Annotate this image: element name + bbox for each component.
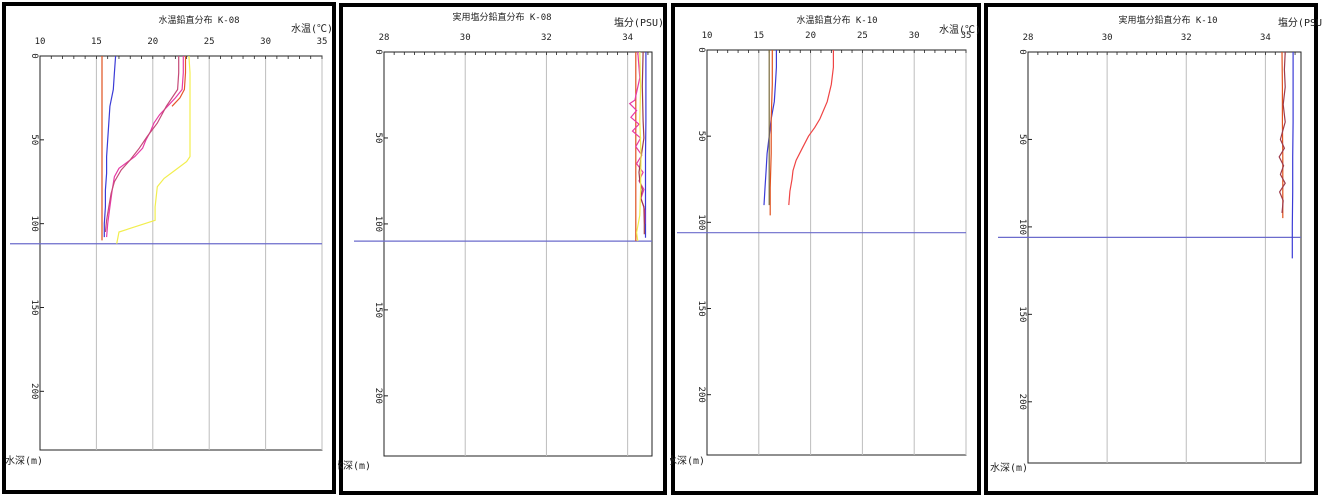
chart-panel-k08-temperature: 水温鉛直分布 K-08 水温(℃) 10 15 20 25 30 35 0 50 100 150 200… xyxy=(0,0,338,497)
y-tick-label: 0 xyxy=(29,53,39,58)
profile-line xyxy=(171,56,187,107)
x-tick-label: 35 xyxy=(961,31,972,41)
profile-line xyxy=(1281,51,1284,219)
chart-panel-k08-salinity: 実用塩分鉛直分布 K-08 塩分(PSU) 28 30 32 34 0 50 100 150 200… xyxy=(338,0,670,497)
chart-svg: 実用塩分鉛直分布 K-10 塩分(PSU) 28 30 32 34 0 50 100 150 200… xyxy=(984,3,1322,495)
x-tick-label: 34 xyxy=(1260,33,1271,43)
chart-svg: 水温鉛直分布 K-10 水温(℃) 10 15 20 25 30 35 0 50 100 150 200… xyxy=(670,3,981,495)
panel-frame xyxy=(984,3,1318,495)
x-tick-label: 28 xyxy=(379,33,390,43)
chart-title: 水温鉛直分布 K-08 xyxy=(158,14,239,26)
y-tick-label: 100 xyxy=(696,214,706,230)
x-tick-label: 30 xyxy=(260,37,271,47)
chart-panel-k10-temperature: 水温鉛直分布 K-10 水温(℃) 10 15 20 25 30 35 0 50 100 150 200… xyxy=(670,0,983,497)
y-tick-label: 150 xyxy=(1017,306,1027,322)
y-tick-label: 200 xyxy=(373,388,383,404)
y-tick-label: 150 xyxy=(373,302,383,318)
plot-area xyxy=(1027,51,1302,464)
x-tick-label: 30 xyxy=(909,31,920,41)
x-tick-label: 15 xyxy=(91,37,102,47)
y-tick-label: 50 xyxy=(29,134,39,145)
y-tick-label: 50 xyxy=(1017,134,1027,145)
profile-line xyxy=(788,50,834,206)
x-tick-label: 34 xyxy=(622,33,633,43)
profile-line xyxy=(116,55,191,244)
x-tick-label: 10 xyxy=(702,31,713,41)
profile-line xyxy=(635,51,642,242)
y-tick-label: 100 xyxy=(373,216,383,232)
panel-frame xyxy=(339,3,667,495)
x-tick-label: 20 xyxy=(147,37,158,47)
y-tick-label: 200 xyxy=(1017,394,1027,410)
panel-frame xyxy=(2,2,336,494)
profile-line xyxy=(103,55,117,238)
y-tick-label: 150 xyxy=(696,300,706,316)
y-axis-label: 水深(m) xyxy=(990,462,1028,474)
y-tick-label: 50 xyxy=(373,133,383,144)
chart-panel-k10-salinity: 実用塩分鉛直分布 K-10 塩分(PSU) 28 30 32 34 0 50 100 150 200… xyxy=(983,0,1322,497)
chart-title: 水温鉛直分布 K-10 xyxy=(796,14,877,26)
x-axis-label: 水温(℃) xyxy=(291,23,333,35)
profile-line xyxy=(1291,52,1294,259)
x-tick-label: 32 xyxy=(541,33,552,43)
x-tick-label: 15 xyxy=(753,31,764,41)
x-tick-label: 35 xyxy=(317,37,328,47)
y-axis-label: 水深(m) xyxy=(670,455,705,467)
y-tick-label: 200 xyxy=(29,383,39,399)
y-tick-label: 150 xyxy=(29,299,39,315)
panel-frame xyxy=(671,3,981,495)
y-tick-label: 0 xyxy=(696,47,706,52)
y-tick-label: 100 xyxy=(1017,219,1027,235)
x-tick-label: 32 xyxy=(1181,33,1192,43)
x-tick-label: 20 xyxy=(805,31,816,41)
x-axis-label: 水温(℃) xyxy=(939,24,981,36)
chart-title: 実用塩分鉛直分布 K-08 xyxy=(452,11,551,23)
profile-line xyxy=(1278,51,1286,213)
chart-svg: 水温鉛直分布 K-08 水温(℃) 10 15 20 25 30 35 0 50 100 150 200… xyxy=(2,2,336,494)
profile-line xyxy=(763,50,777,206)
chart-svg: 実用塩分鉛直分布 K-08 塩分(PSU) 28 30 32 34 0 50 100 150 200… xyxy=(338,3,667,495)
profile-line xyxy=(638,51,645,235)
x-tick-label: 10 xyxy=(35,37,46,47)
x-axis-label: 塩分(PSU) xyxy=(614,16,664,29)
y-tick-label: 0 xyxy=(1017,49,1027,54)
chart-title: 実用塩分鉛直分布 K-10 xyxy=(1118,14,1217,26)
profile-line xyxy=(104,56,180,233)
y-axis-label: 水深(m) xyxy=(5,455,43,467)
profile-line xyxy=(769,50,773,216)
y-tick-label: 200 xyxy=(696,387,706,403)
y-axis-label: 水深(m) xyxy=(338,460,371,472)
plot-area xyxy=(383,51,653,457)
x-tick-label: 30 xyxy=(1102,33,1113,43)
profile-line xyxy=(628,51,646,224)
x-tick-label: 25 xyxy=(857,31,868,41)
x-tick-label: 30 xyxy=(460,33,471,43)
x-tick-label: 28 xyxy=(1023,33,1034,43)
y-tick-label: 50 xyxy=(696,131,706,142)
x-tick-label: 25 xyxy=(204,37,215,47)
y-tick-label: 0 xyxy=(373,49,383,54)
x-axis-label: 塩分(PSU) xyxy=(1278,16,1322,29)
y-tick-label: 100 xyxy=(29,216,39,232)
